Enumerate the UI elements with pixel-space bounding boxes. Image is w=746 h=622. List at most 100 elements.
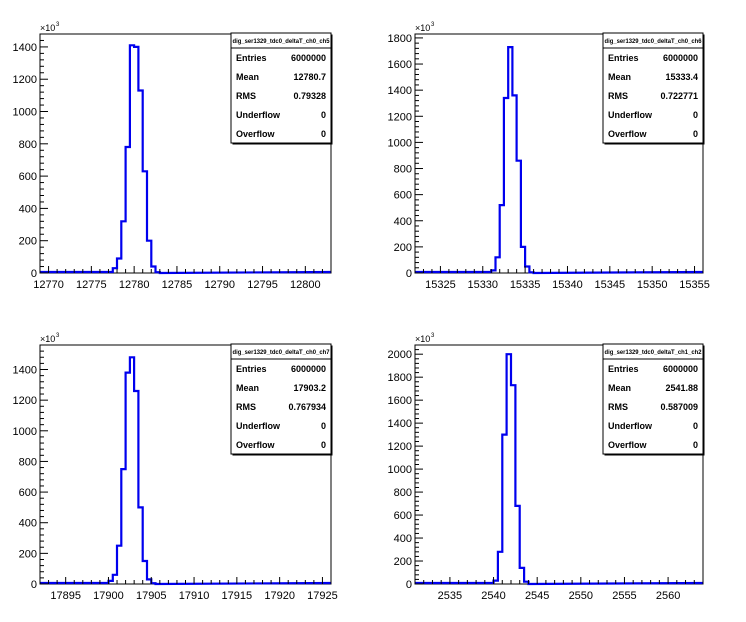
histogram-bin (134, 47, 138, 273)
stats-value: 0.767934 (288, 402, 326, 412)
y-axis-multiplier-exponent: 3 (56, 333, 60, 339)
histogram-bin (121, 469, 125, 584)
y-tick-label: 400 (394, 216, 412, 228)
stats-title: dig_ser1329_tdc0_deltaT_ch0_ch6 (605, 39, 703, 45)
stats-key: Overflow (608, 129, 648, 139)
stats-key: Mean (236, 72, 259, 82)
stats-key: RMS (608, 91, 628, 101)
stats-key: Entries (236, 53, 267, 63)
stats-key: RMS (608, 402, 628, 412)
stats-value: 6000000 (663, 53, 698, 63)
histogram-outline (40, 356, 332, 586)
x-tick-label: 15350 (637, 279, 668, 291)
x-tick-label: 12800 (290, 279, 321, 291)
y-tick-label: 800 (19, 456, 37, 468)
y-tick-label: 1800 (388, 33, 412, 45)
stats-value: 0 (321, 129, 326, 139)
x-tick-label: 17900 (93, 590, 124, 602)
y-tick-label: 2000 (388, 349, 412, 361)
stats-value: 0 (693, 110, 698, 120)
y-tick-label: 800 (19, 139, 37, 151)
y-tick-label: 1400 (388, 418, 412, 430)
y-tick-label: 1600 (388, 395, 412, 407)
stats-value: 0 (693, 129, 698, 139)
stats-box-frame (230, 343, 332, 455)
histogram-bin (151, 267, 155, 273)
y-tick-label: 0 (31, 579, 37, 591)
stats-box: dig_ser1329_tdc0_deltaT_ch0_ch7 Entries 60… (230, 343, 333, 456)
y-tick-label: 600 (19, 171, 37, 183)
x-tick-label: 2555 (612, 590, 636, 602)
histogram-bin (138, 507, 142, 584)
histogram-bin (130, 45, 134, 273)
histogram-bin (126, 147, 130, 273)
x-tick-label: 17910 (179, 590, 210, 602)
stats-value: 0 (693, 440, 698, 450)
histogram-bin (495, 257, 499, 273)
histogram-bin (117, 258, 121, 273)
histogram-panel-ch0-ch5: 12770 12775 12780 12785 12790 12795 12800 0 200 4… (13, 22, 333, 291)
histogram-panel-ch0-ch6: 15325 15330 15335 15340 15345 15350 15355 0 200 4… (388, 22, 710, 291)
histogram-bin (511, 385, 515, 584)
y-tick-label: 1400 (13, 42, 37, 54)
histogram-outline (40, 44, 332, 275)
y-axis-multiplier-exponent: 3 (56, 22, 60, 28)
y-tick-label: 0 (31, 268, 37, 280)
y-tick-label: 400 (19, 518, 37, 530)
x-tick-label: 17925 (307, 590, 338, 602)
histogram-bin (507, 354, 511, 584)
y-tick-label: 400 (394, 533, 412, 545)
x-tick-label: 12795 (247, 279, 278, 291)
x-tick-label: 15325 (425, 279, 456, 291)
x-tick-label: 17915 (222, 590, 253, 602)
stats-key: Entries (236, 364, 267, 374)
stats-value: 6000000 (663, 364, 698, 374)
x-tick-label: 12785 (162, 279, 193, 291)
y-tick-label: 600 (394, 190, 412, 202)
stats-value: 0.587009 (660, 402, 698, 412)
y-tick-label: 0 (406, 268, 412, 280)
histogram-bin (138, 91, 142, 273)
x-tick-label: 15345 (595, 279, 626, 291)
stats-key: Underflow (236, 421, 281, 431)
x-tick-label: 17895 (50, 590, 81, 602)
stats-key: RMS (236, 91, 256, 101)
y-tick-label: 1200 (13, 74, 37, 86)
stats-key: Mean (608, 72, 631, 82)
y-tick-label: 1000 (13, 426, 37, 438)
y-tick-label: 200 (19, 236, 37, 248)
histogram-bin (520, 568, 524, 584)
y-tick-label: 1400 (13, 365, 37, 377)
stats-title: dig_ser1329_tdc0_deltaT_ch0_ch5 (233, 39, 331, 45)
y-axis-multiplier-exponent: 3 (431, 22, 435, 28)
histogram-bin (494, 581, 498, 584)
x-tick-label: 2545 (525, 590, 549, 602)
y-axis-multiplier: ×10 (40, 334, 55, 344)
stats-box: dig_ser1329_tdc0_deltaT_ch0_ch5 Entries 60… (230, 32, 333, 145)
stats-box-frame (230, 32, 332, 144)
histogram-bin (156, 272, 160, 273)
y-tick-label: 1200 (388, 111, 412, 123)
histogram-bin (108, 581, 112, 584)
histogram-bin (529, 272, 533, 273)
y-tick-label: 0 (406, 579, 412, 591)
stats-title: dig_ser1329_tdc0_deltaT_ch0_ch7 (233, 350, 331, 356)
y-tick-label: 600 (19, 487, 37, 499)
y-tick-label: 800 (394, 164, 412, 176)
x-tick-label: 12775 (76, 279, 107, 291)
y-tick-label: 1800 (388, 372, 412, 384)
histogram-bin (134, 391, 138, 584)
histogram-bin (113, 575, 117, 584)
histogram-bin (113, 268, 117, 273)
y-tick-label: 1400 (388, 85, 412, 97)
stats-box-frame (602, 32, 704, 144)
stats-value: 0.722771 (660, 91, 698, 101)
histogram-bin (147, 579, 151, 584)
stats-key: Underflow (608, 421, 653, 431)
x-tick-label: 17905 (136, 590, 167, 602)
histogram-bin (500, 205, 504, 273)
histogram-bin (512, 95, 516, 273)
stats-key: Underflow (608, 110, 653, 120)
histogram-bin (517, 161, 521, 273)
histogram-panel-ch1-ch2: 2535 2540 2545 2550 2555 2560 0 200 400 600 800 100… (388, 333, 705, 602)
